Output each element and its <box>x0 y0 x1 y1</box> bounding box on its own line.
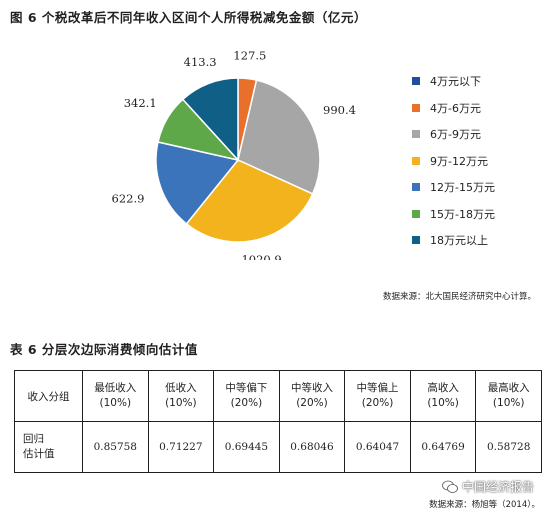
col-header: 中等偏上 (20%) <box>344 370 411 422</box>
figure-title: 图 6 个税改革后不同年收入区间个人所得税减免金额（亿元） <box>10 10 367 25</box>
slice-value-label: 413.3 <box>184 55 217 69</box>
watermark-text: 中国经济报告 <box>461 480 534 494</box>
legend-item: 9万-12万元 <box>412 148 495 175</box>
table-source-note: 数据来源：杨旭等（2014）。 <box>429 500 540 510</box>
slice-value-label: 1020.9 <box>241 253 281 260</box>
wechat-icon <box>442 480 458 493</box>
legend-item: 6万-9万元 <box>412 121 495 148</box>
col-header: 中等收入 (20%) <box>278 370 346 422</box>
legend-swatch <box>412 236 420 245</box>
legend-item: 12万-15万元 <box>412 174 495 201</box>
col-header: 高收入 (10%) <box>409 370 477 422</box>
table-cell: 0.85758 <box>82 421 149 473</box>
legend-label: 9万-12万元 <box>430 154 488 168</box>
table-cell: 0.58728 <box>475 421 542 473</box>
legend-swatch <box>412 130 420 139</box>
legend-item: 4万-6万元 <box>412 95 495 122</box>
mpc-estimate-table: 收入分组 最低收入 (10%) 低收入 (10%) 中等偏下 (20%) 中等收入 (2… <box>14 370 542 473</box>
col-header: 中等偏下 (20%) <box>213 370 280 422</box>
table-cell: 0.64769 <box>409 421 477 473</box>
table-header-row: 收入分组 最低收入 (10%) 低收入 (10%) 中等偏下 (20%) 中等收入 (2… <box>14 370 542 422</box>
legend-swatch <box>412 77 420 86</box>
legend-label: 4万-6万元 <box>430 101 481 115</box>
legend-label: 18万元以上 <box>430 234 488 248</box>
pie-slice <box>155 141 240 225</box>
legend-swatch <box>412 156 420 165</box>
table-cell: 0.71227 <box>147 421 215 473</box>
slice-value-label: 127.5 <box>233 49 266 63</box>
pie-slice <box>237 79 321 195</box>
slice-value-label: 342.1 <box>124 96 157 110</box>
slice-value-label: 990.4 <box>323 103 356 117</box>
pie-chart: 127.5 990.4 1020.9 622.9 342.1 413.3 <box>112 49 356 260</box>
table-row: 回归 估计值 0.85758 0.71227 0.69445 0.68046 0.… <box>14 421 542 473</box>
legend-label: 6万-9万元 <box>430 128 481 142</box>
legend-label: 15万-18万元 <box>430 207 495 221</box>
legend-swatch <box>412 183 420 192</box>
pie-slice <box>185 159 314 243</box>
slice-value-label: 622.9 <box>112 191 145 205</box>
table-cell: 0.64047 <box>344 421 411 473</box>
legend-swatch <box>412 103 420 112</box>
col-header: 最高收入 (10%) <box>475 370 542 422</box>
table-title: 表 6 分层次边际消费倾向估计值 <box>10 342 198 357</box>
row-header: 回归 估计值 <box>14 421 83 473</box>
legend-swatch <box>412 209 420 218</box>
legend-label: 12万-15万元 <box>430 181 495 195</box>
legend-item: 15万-18万元 <box>412 201 495 228</box>
table-cell: 0.69445 <box>213 421 280 473</box>
figure-source-note: 数据来源：北大国民经济研究中心计算。 <box>382 292 536 302</box>
legend-item: 4万元以下 <box>412 68 495 95</box>
chart-legend: 4万元以下 4万-6万元 6万-9万元 9万-12万元 12万-15万元 15万-18万元… <box>412 68 495 254</box>
pie-slice <box>181 77 239 162</box>
header-income-group: 收入分组 <box>14 370 83 422</box>
table-cell: 0.68046 <box>278 421 346 473</box>
watermark: 中国经济报告 <box>442 478 534 495</box>
col-header: 低收入 (10%) <box>147 370 215 422</box>
col-header: 最低收入 (10%) <box>82 370 149 422</box>
legend-item: 18万元以上 <box>412 227 495 254</box>
legend-label: 4万元以下 <box>430 75 481 89</box>
